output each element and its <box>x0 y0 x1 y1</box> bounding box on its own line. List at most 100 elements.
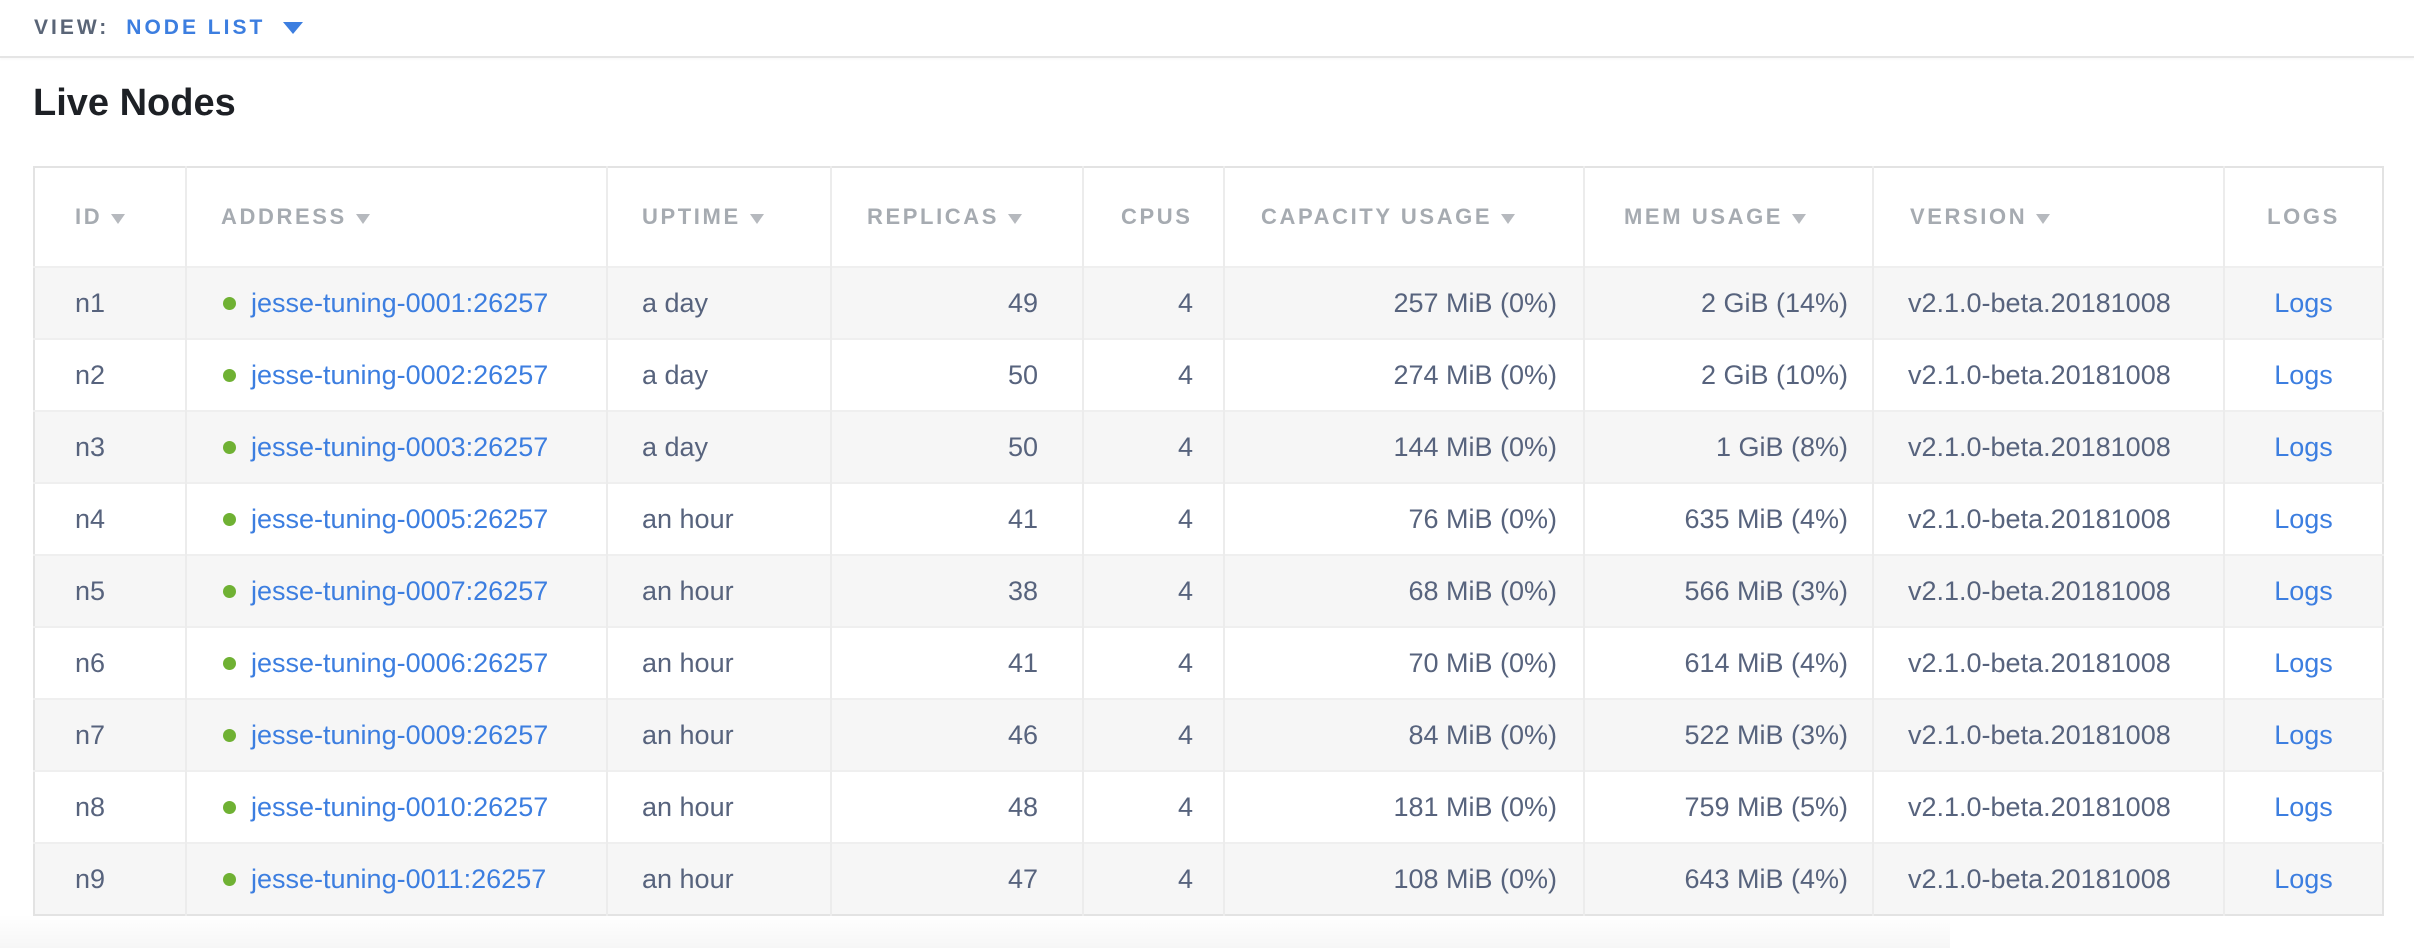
cell-address: jesse-tuning-0009:26257 <box>186 699 607 771</box>
logs-link[interactable]: Logs <box>2274 360 2333 390</box>
cell-cpus: 4 <box>1083 555 1224 627</box>
cell-uptime: an hour <box>607 771 831 843</box>
live-nodes-table-container: ID ADDRESS UPTIME REPLICAS CPUS CAPACITY… <box>33 166 2382 916</box>
cell-capacity-usage: 181 MiB (0%) <box>1224 771 1584 843</box>
bottom-scroll-fade <box>0 914 1950 948</box>
node-table-row: n8 jesse-tuning-0010:26257 an hour 48 4 … <box>34 771 2383 843</box>
cell-logs: Logs <box>2224 699 2383 771</box>
cell-mem-usage: 566 MiB (3%) <box>1584 555 1873 627</box>
column-header-label: REPLICAS <box>867 204 999 229</box>
sort-arrow-icon <box>356 214 370 224</box>
column-header-label: CAPACITY USAGE <box>1261 204 1492 229</box>
node-table-row: n6 jesse-tuning-0006:26257 an hour 41 4 … <box>34 627 2383 699</box>
node-address-link[interactable]: jesse-tuning-0011:26257 <box>251 864 546 894</box>
node-address-link[interactable]: jesse-tuning-0009:26257 <box>251 720 548 750</box>
cell-replicas: 49 <box>831 267 1083 339</box>
column-header-address[interactable]: ADDRESS <box>186 167 607 267</box>
node-address-link[interactable]: jesse-tuning-0010:26257 <box>251 792 548 822</box>
cell-replicas: 47 <box>831 843 1083 915</box>
cell-node-id: n7 <box>34 699 186 771</box>
cell-capacity-usage: 84 MiB (0%) <box>1224 699 1584 771</box>
node-list-view-dropdown[interactable]: NODE LIST <box>126 16 303 40</box>
logs-link[interactable]: Logs <box>2274 648 2333 678</box>
node-table-row: n1 jesse-tuning-0001:26257 a day 49 4 25… <box>34 267 2383 339</box>
cell-cpus: 4 <box>1083 339 1224 411</box>
node-healthy-dot-icon <box>223 513 236 526</box>
node-healthy-dot-icon <box>223 585 236 598</box>
cell-mem-usage: 635 MiB (4%) <box>1584 483 1873 555</box>
cell-address: jesse-tuning-0011:26257 <box>186 843 607 915</box>
cell-logs: Logs <box>2224 771 2383 843</box>
cell-uptime: an hour <box>607 699 831 771</box>
column-header-logs: LOGS <box>2224 167 2383 267</box>
cell-capacity-usage: 108 MiB (0%) <box>1224 843 1584 915</box>
node-address-link[interactable]: jesse-tuning-0005:26257 <box>251 504 548 534</box>
cell-capacity-usage: 70 MiB (0%) <box>1224 627 1584 699</box>
column-header-cpus: CPUS <box>1083 167 1224 267</box>
cell-capacity-usage: 68 MiB (0%) <box>1224 555 1584 627</box>
node-address-link[interactable]: jesse-tuning-0002:26257 <box>251 360 548 390</box>
cell-cpus: 4 <box>1083 627 1224 699</box>
cell-node-id: n9 <box>34 843 186 915</box>
cell-version: v2.1.0-beta.20181008 <box>1873 483 2224 555</box>
sort-arrow-icon <box>1501 214 1515 224</box>
sort-arrow-icon <box>111 214 125 224</box>
logs-link[interactable]: Logs <box>2274 720 2333 750</box>
cell-cpus: 4 <box>1083 771 1224 843</box>
node-healthy-dot-icon <box>223 657 236 670</box>
cell-uptime: an hour <box>607 843 831 915</box>
node-address-link[interactable]: jesse-tuning-0001:26257 <box>251 288 548 318</box>
cell-mem-usage: 614 MiB (4%) <box>1584 627 1873 699</box>
cell-replicas: 48 <box>831 771 1083 843</box>
sort-arrow-icon <box>2036 214 2050 224</box>
column-header-label: LOGS <box>2267 204 2340 229</box>
sort-arrow-icon <box>1792 214 1806 224</box>
cell-address: jesse-tuning-0007:26257 <box>186 555 607 627</box>
cell-mem-usage: 2 GiB (14%) <box>1584 267 1873 339</box>
cell-replicas: 50 <box>831 411 1083 483</box>
chevron-down-icon <box>283 22 303 34</box>
cell-uptime: a day <box>607 267 831 339</box>
cell-version: v2.1.0-beta.20181008 <box>1873 699 2224 771</box>
page-title: Live Nodes <box>33 84 2414 122</box>
cell-address: jesse-tuning-0003:26257 <box>186 411 607 483</box>
column-header-id[interactable]: ID <box>34 167 186 267</box>
cell-version: v2.1.0-beta.20181008 <box>1873 843 2224 915</box>
logs-link[interactable]: Logs <box>2274 504 2333 534</box>
cell-node-id: n2 <box>34 339 186 411</box>
cell-capacity-usage: 257 MiB (0%) <box>1224 267 1584 339</box>
cell-address: jesse-tuning-0006:26257 <box>186 627 607 699</box>
column-header-mem-usage[interactable]: MEM USAGE <box>1584 167 1873 267</box>
view-topbar: VIEW: NODE LIST <box>0 0 2414 58</box>
table-header-row: ID ADDRESS UPTIME REPLICAS CPUS CAPACITY… <box>34 167 2383 267</box>
cell-replicas: 46 <box>831 699 1083 771</box>
cell-node-id: n3 <box>34 411 186 483</box>
cell-address: jesse-tuning-0002:26257 <box>186 339 607 411</box>
column-header-capacity-usage[interactable]: CAPACITY USAGE <box>1224 167 1584 267</box>
logs-link[interactable]: Logs <box>2274 288 2333 318</box>
cell-replicas: 38 <box>831 555 1083 627</box>
cell-uptime: a day <box>607 411 831 483</box>
cell-capacity-usage: 144 MiB (0%) <box>1224 411 1584 483</box>
node-address-link[interactable]: jesse-tuning-0007:26257 <box>251 576 548 606</box>
logs-link[interactable]: Logs <box>2274 432 2333 462</box>
node-address-link[interactable]: jesse-tuning-0006:26257 <box>251 648 548 678</box>
table-header: ID ADDRESS UPTIME REPLICAS CPUS CAPACITY… <box>34 167 2383 267</box>
cell-logs: Logs <box>2224 339 2383 411</box>
logs-link[interactable]: Logs <box>2274 576 2333 606</box>
cell-version: v2.1.0-beta.20181008 <box>1873 339 2224 411</box>
column-header-uptime[interactable]: UPTIME <box>607 167 831 267</box>
cell-replicas: 41 <box>831 483 1083 555</box>
node-table-row: n9 jesse-tuning-0011:26257 an hour 47 4 … <box>34 843 2383 915</box>
node-healthy-dot-icon <box>223 801 236 814</box>
node-address-link[interactable]: jesse-tuning-0003:26257 <box>251 432 548 462</box>
logs-link[interactable]: Logs <box>2274 864 2333 894</box>
cell-cpus: 4 <box>1083 843 1224 915</box>
column-header-replicas[interactable]: REPLICAS <box>831 167 1083 267</box>
column-header-version[interactable]: VERSION <box>1873 167 2224 267</box>
cell-version: v2.1.0-beta.20181008 <box>1873 267 2224 339</box>
cell-version: v2.1.0-beta.20181008 <box>1873 411 2224 483</box>
cell-node-id: n4 <box>34 483 186 555</box>
node-healthy-dot-icon <box>223 369 236 382</box>
logs-link[interactable]: Logs <box>2274 792 2333 822</box>
